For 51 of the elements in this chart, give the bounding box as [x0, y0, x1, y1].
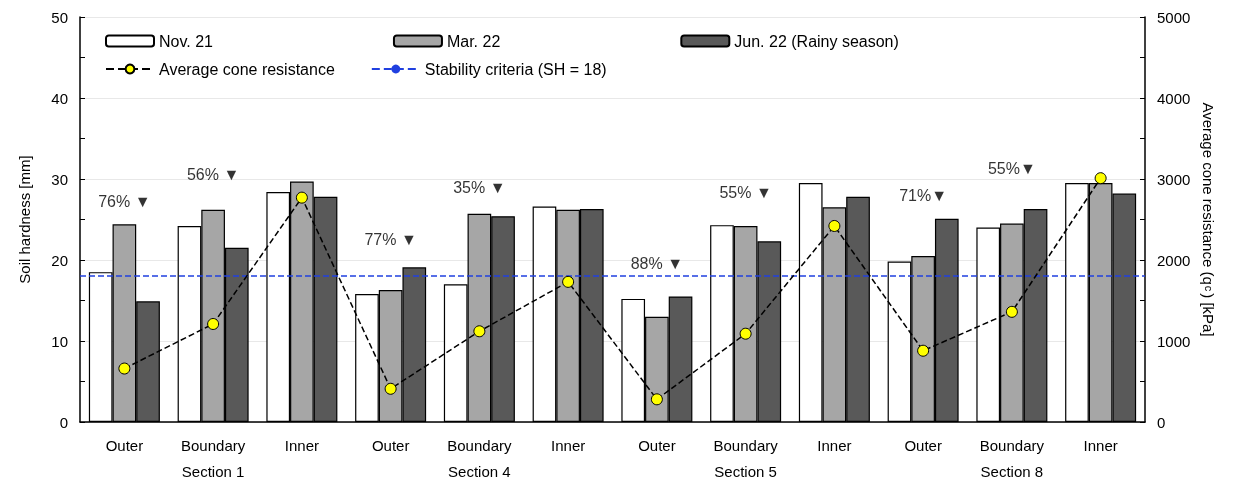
y-tick-label: 10	[51, 332, 68, 350]
y2-tick-label: 5000	[1157, 8, 1191, 26]
legend-label: Jun. 22 (Rainy season)	[734, 32, 899, 50]
x-tick-label: Inner	[1083, 436, 1118, 454]
x-tick-label: Outer	[105, 436, 144, 454]
y-tick-label: 0	[59, 413, 68, 431]
y-axis-title: Soil hardness [mm]	[16, 155, 33, 284]
point	[739, 327, 752, 340]
x-tick-label: Boundary Section 5	[713, 436, 779, 480]
x-tick-label: Outer	[638, 436, 676, 454]
point	[384, 382, 397, 395]
x-tick-label: Boundary Section 4	[447, 436, 512, 480]
x-tick-label: Boundary Section 1	[181, 436, 246, 480]
x-tick-label: Inner	[284, 436, 319, 454]
y-tick-label: 20	[51, 251, 68, 269]
annotation: 55%▼	[987, 159, 1036, 177]
legend-label: Mar. 22	[446, 32, 501, 50]
legend-label: Stability criteria (SH = 18)	[424, 60, 607, 78]
point	[118, 362, 131, 375]
point	[917, 344, 930, 357]
point	[1005, 305, 1018, 318]
x-tick-label: Boundary Section 8	[979, 436, 1045, 480]
annotation: 77% ▼	[364, 231, 417, 249]
point	[828, 219, 841, 232]
y2-axis-title: Average cone resistance (qc) [kPa]	[1200, 102, 1218, 337]
x-tick-label: Inner	[551, 436, 586, 454]
y-tick-label: 30	[51, 170, 68, 188]
annotation: 71%▼	[899, 186, 948, 204]
annotation: 35% ▼	[453, 178, 506, 196]
x-tick-label: Outer	[371, 436, 410, 454]
point	[207, 317, 220, 330]
point	[1094, 172, 1107, 185]
point	[473, 325, 486, 338]
y-tick-label: 50	[51, 8, 68, 26]
y2-tick-label: 2000	[1157, 251, 1191, 269]
point	[562, 275, 575, 288]
y-tick-label: 40	[51, 89, 68, 107]
annotation: 55% ▼	[719, 184, 772, 202]
x-tick-label: Inner	[817, 436, 852, 454]
x-tick-label: Outer	[904, 436, 942, 454]
y2-tick-label: 3000	[1157, 170, 1191, 188]
y2-tick-label: 4000	[1157, 89, 1191, 107]
legend-label: Average cone resistance	[159, 60, 335, 78]
y2-tick-label: 1000	[1157, 332, 1191, 350]
point	[295, 191, 308, 204]
annotation: 56% ▼	[186, 166, 240, 184]
legend-label: Nov. 21	[159, 32, 214, 50]
y2-tick-label: 0	[1157, 413, 1166, 431]
annotation: 88% ▼	[630, 254, 684, 272]
point	[650, 393, 663, 406]
annotation: 76% ▼	[98, 193, 151, 211]
